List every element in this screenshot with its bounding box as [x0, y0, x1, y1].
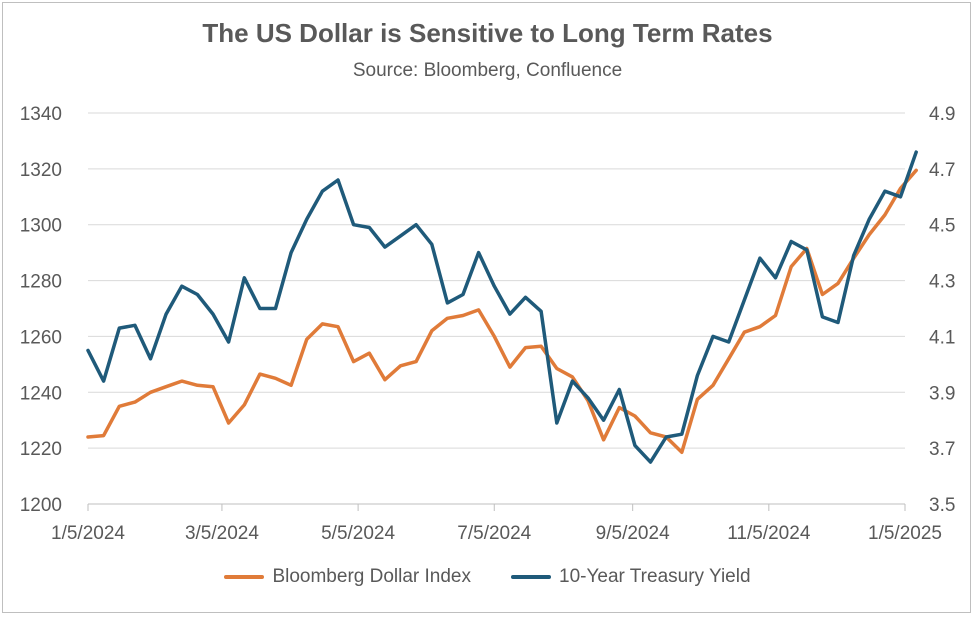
x-tick-label: 1/5/2024 [51, 523, 125, 544]
x-tick-label: 3/5/2024 [185, 523, 259, 544]
legend-item-dollar-index: Bloomberg Dollar Index [224, 566, 471, 588]
y-axis-left: 1200 1220 1240 1260 1280 1300 1320 1340 [20, 104, 62, 516]
chart-title: The US Dollar is Sensitive to Long Term … [202, 18, 773, 48]
legend-swatch-treasury-yield [511, 575, 551, 579]
y-left-tick-label: 1200 [20, 495, 62, 516]
y-left-tick-label: 1300 [20, 216, 62, 237]
y-right-tick-label: 3.9 [929, 383, 955, 404]
legend-label-dollar-index: Bloomberg Dollar Index [272, 566, 471, 587]
y-right-tick-label: 4.3 [929, 272, 955, 293]
y-left-tick-label: 1320 [20, 160, 62, 181]
y-left-tick-label: 1260 [20, 327, 62, 348]
x-axis: 1/5/2024 3/5/2024 5/5/2024 7/5/2024 9/5/2024… [51, 503, 942, 544]
x-tick-label: 1/5/2025 [868, 523, 942, 544]
y-right-tick-label: 4.7 [929, 160, 955, 181]
y-axis-right: 3.5 3.7 3.9 4.1 4.3 4.5 4.7 4.9 [929, 104, 955, 516]
legend-swatch-dollar-index [224, 575, 265, 579]
y-right-tick-label: 3.7 [929, 439, 955, 460]
legend: Bloomberg Dollar Index 10-Year Treasury … [0, 566, 975, 588]
y-right-tick-label: 3.5 [929, 495, 955, 516]
x-tick-label: 9/5/2024 [596, 523, 670, 544]
series-lines [86, 150, 918, 464]
series-line-dollar-index [86, 168, 918, 455]
y-left-tick-label: 1220 [20, 439, 62, 460]
legend-item-treasury-yield: 10-Year Treasury Yield [511, 566, 751, 588]
y-left-tick-label: 1280 [20, 272, 62, 293]
y-left-tick-label: 1240 [20, 383, 62, 404]
series-line-treasury-yield [86, 150, 918, 464]
y-right-tick-label: 4.5 [929, 216, 955, 237]
y-left-tick-label: 1340 [20, 104, 62, 125]
x-tick-label: 7/5/2024 [457, 523, 531, 544]
y-right-tick-label: 4.1 [929, 327, 955, 348]
x-tick-label: 5/5/2024 [321, 523, 395, 544]
x-tick-label: 11/5/2024 [727, 523, 811, 544]
legend-label-treasury-yield: 10-Year Treasury Yield [559, 566, 751, 587]
chart-subtitle: Source: Bloomberg, Confluence [352, 60, 623, 81]
y-right-tick-label: 4.9 [929, 104, 955, 125]
